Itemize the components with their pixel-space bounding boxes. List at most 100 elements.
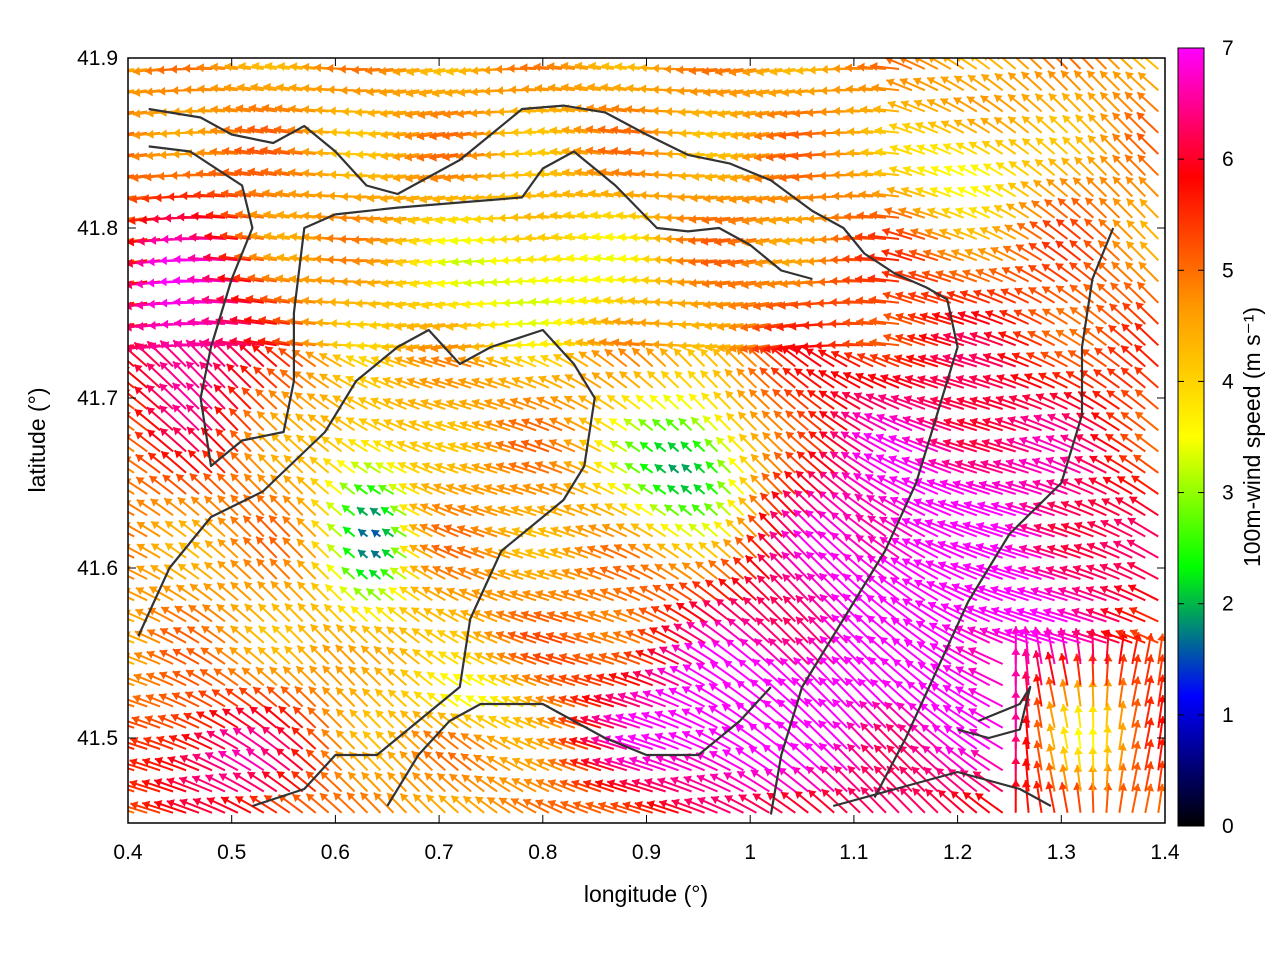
- wind-arrow-422: [400, 689, 421, 708]
- wind-arrow-310: [1033, 719, 1043, 750]
- wind-arrow-35: [560, 800, 589, 814]
- wind-arrow-662: [398, 626, 421, 644]
- wind-arrow-188: [473, 754, 498, 772]
- wind-arrow-550: [1032, 650, 1043, 686]
- wind-arrow-325: [170, 713, 200, 729]
- wind-arrow-402: [132, 694, 161, 708]
- wind-arrow-498: [348, 665, 369, 687]
- wind-arrow-545: [942, 664, 978, 687]
- wind-arrow-142: [911, 766, 939, 793]
- wind-arrow-862: [901, 578, 939, 602]
- wind-arrow-963: [150, 542, 174, 559]
- wind-arrow-727: [201, 603, 226, 623]
- wind-arrow-270: [499, 736, 524, 750]
- wind-arrow-354: [547, 716, 576, 729]
- wind-arrow-196: [569, 758, 602, 772]
- wind-arrow-971: [255, 536, 278, 559]
- wind-arrow-704: [928, 622, 965, 644]
- wind-arrow-579: [360, 644, 382, 665]
- wind-arrow-576: [322, 644, 343, 665]
- wind-arrow-24: [425, 793, 446, 814]
- wind-arrow-121: [631, 778, 667, 793]
- wind-arrow-390: [1033, 697, 1043, 728]
- wind-arrow-336: [321, 707, 343, 729]
- wind-arrow-1: [128, 805, 148, 814]
- wind-arrow-947: [962, 562, 1004, 580]
- wind-arrow-311: [1046, 723, 1056, 750]
- wind-arrow-813: [283, 580, 304, 601]
- wind-arrow-888: [217, 560, 239, 580]
- wind-arrow-958: [1113, 562, 1146, 580]
- wind-arrow-855: [818, 572, 848, 602]
- wind-arrow-445: [681, 685, 718, 708]
- wind-arrow-193: [536, 758, 563, 772]
- wind-arrow-768: [729, 597, 758, 623]
- wind-arrow-11: [249, 795, 278, 814]
- wind-arrow-326: [183, 712, 213, 729]
- wind-arrow-720: [128, 617, 135, 623]
- wind-arrow-296: [832, 720, 861, 750]
- wind-arrow-655: [309, 623, 330, 644]
- wind-arrow-299: [872, 722, 900, 750]
- wind-arrow-470: [1032, 674, 1043, 707]
- wind-arrow-101: [386, 771, 408, 793]
- wind-arrow-300: [885, 723, 913, 750]
- wind-arrow-512: [521, 673, 550, 687]
- wind-arrow-234: [1088, 746, 1098, 771]
- wind-arrow-978: [357, 549, 369, 559]
- wind-arrow-165: [167, 756, 200, 772]
- wind-arrow-23: [412, 793, 434, 814]
- wind-arrow-361: [628, 712, 667, 729]
- wind-arrow-762: [650, 605, 680, 623]
- wind-arrow-43: [658, 799, 692, 814]
- wind-arrow-86: [178, 776, 213, 793]
- wind-arrow-209: [735, 747, 770, 772]
- wind-arrow-415: [308, 685, 330, 708]
- wind-arrow-119: [606, 779, 641, 793]
- wind-arrow-348: [475, 714, 498, 729]
- wind-arrow-98: [347, 771, 369, 793]
- wind-arrow-123: [657, 777, 692, 793]
- y-tick-label-3: 41.8: [77, 217, 118, 240]
- wind-arrow-601: [635, 649, 667, 665]
- wind-arrow-745: [435, 608, 459, 623]
- wind-arrow-272: [524, 737, 550, 750]
- wind-arrow-977: [342, 546, 356, 559]
- wind-arrow-568: [214, 646, 239, 665]
- wind-arrow-292: [776, 720, 809, 750]
- y-tick-label-4: 41.9: [77, 47, 118, 70]
- wind-arrow-623: [916, 640, 952, 665]
- wind-arrow-65: [949, 790, 978, 814]
- wind-arrow-921: [640, 564, 667, 580]
- colorbar-tick-label-2: 2: [1222, 593, 1234, 616]
- wind-arrow-363: [654, 710, 692, 729]
- wind-arrow-50: [752, 792, 783, 814]
- wind-arrow-95: [305, 770, 330, 793]
- wind-arrow-40: [622, 801, 653, 814]
- wind-arrow-122: [644, 778, 679, 793]
- wind-arrow-421: [387, 688, 408, 708]
- wind-arrow-523: [656, 667, 693, 687]
- wind-arrow-514: [546, 674, 576, 687]
- wind-arrow-190: [499, 756, 524, 772]
- wind-arrow-31: [510, 797, 537, 814]
- wind-arrow-16: [319, 792, 343, 814]
- wind-arrow-484: [158, 671, 187, 687]
- wind-arrow-743: [410, 606, 433, 623]
- wind-arrow-136: [833, 765, 861, 793]
- wind-arrow-602: [647, 648, 680, 665]
- wind-arrow-160: [128, 767, 135, 772]
- wind-arrow-147: [972, 770, 1004, 793]
- wind-arrow-817: [339, 585, 356, 602]
- wind-arrow-799: [1128, 606, 1159, 623]
- wind-arrow-442: [642, 690, 679, 708]
- wind-arrow-742: [398, 606, 420, 623]
- wind-arrow-339: [362, 709, 382, 729]
- wind-arrow-939: [867, 555, 900, 580]
- wind-arrow-518: [596, 673, 628, 687]
- wind-arrow-182: [399, 750, 421, 772]
- wind-arrow-413: [280, 685, 304, 708]
- wind-arrow-728: [216, 603, 239, 623]
- wind-arrow-883: [150, 564, 174, 580]
- wind-arrow-111: [511, 777, 537, 793]
